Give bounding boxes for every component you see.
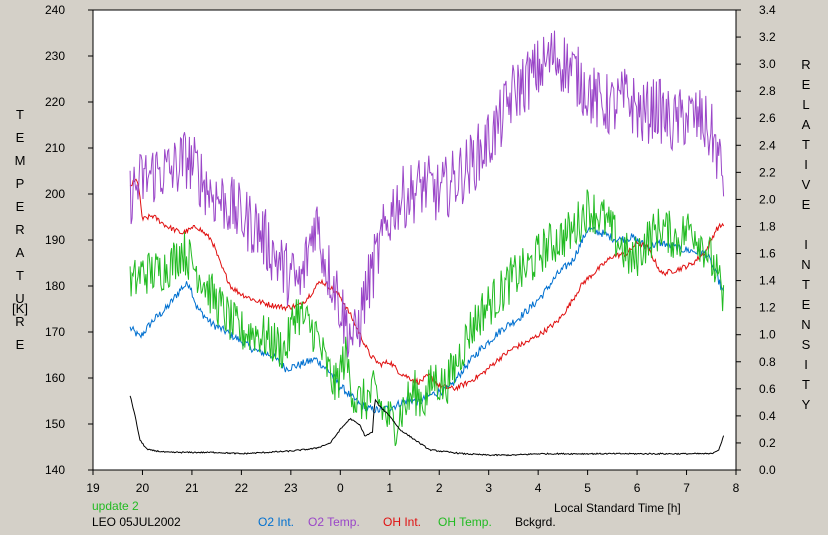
x-tick-label: 21 <box>185 481 199 495</box>
right-tick-label: 0.8 <box>759 355 776 369</box>
right-tick-label: 3.4 <box>759 3 776 17</box>
legend-entry: O2 Temp. <box>308 515 360 529</box>
left-tick-label: 180 <box>45 279 65 293</box>
series-line-bckgrd <box>129 395 725 457</box>
series-line-o2-temp <box>129 30 725 358</box>
right-tick-label: 0.4 <box>759 409 776 423</box>
left-tick-label: 190 <box>45 233 65 247</box>
right-tick-label: 0.0 <box>759 463 776 477</box>
left-tick-label: 220 <box>45 95 65 109</box>
left-tick-label: 140 <box>45 463 65 477</box>
x-tick-label: 23 <box>284 481 298 495</box>
update-annotation: update 2 <box>92 499 139 513</box>
x-tick-label: 19 <box>86 481 100 495</box>
axis-ticks: 19 20 21 22 23 0 1 2 3 4 5 6 7 8140150160170180190200… <box>45 3 776 495</box>
legend-entry: O2 Int. <box>258 515 295 529</box>
right-tick-label: 2.6 <box>759 111 776 125</box>
x-tick-label: 8 <box>733 481 740 495</box>
left-tick-label: 170 <box>45 325 65 339</box>
left-tick-label: 240 <box>45 3 65 17</box>
station-date-label: LEO 05JUL2002 <box>92 515 181 529</box>
legend-entry: OH Int. <box>383 515 422 529</box>
right-tick-label: 1.0 <box>759 328 776 342</box>
right-tick-label: 2.2 <box>759 165 776 179</box>
left-tick-label: 150 <box>45 417 65 431</box>
x-tick-label: 22 <box>235 481 249 495</box>
x-tick-label: 1 <box>386 481 393 495</box>
x-tick-label: 4 <box>535 481 542 495</box>
left-tick-label: 160 <box>45 371 65 385</box>
x-tick-label: 0 <box>337 481 344 495</box>
x-axis-title: Local Standard Time [h] <box>554 501 681 515</box>
right-tick-label: 3.2 <box>759 30 776 44</box>
x-tick-label: 7 <box>683 481 690 495</box>
x-tick-label: 6 <box>634 481 641 495</box>
right-tick-label: 1.8 <box>759 219 776 233</box>
right-tick-label: 2.0 <box>759 192 776 206</box>
legend-entry: OH Temp. <box>438 515 492 529</box>
right-tick-label: 1.6 <box>759 247 776 261</box>
x-tick-label: 3 <box>485 481 492 495</box>
right-tick-label: 2.4 <box>759 138 776 152</box>
x-tick-label: 20 <box>136 481 150 495</box>
right-tick-label: 0.6 <box>759 382 776 396</box>
right-tick-label: 1.2 <box>759 301 776 315</box>
x-tick-label: 5 <box>584 481 591 495</box>
legend-entry: Bckgrd. <box>515 515 556 529</box>
x-tick-label: 2 <box>436 481 443 495</box>
left-tick-label: 210 <box>45 141 65 155</box>
right-tick-label: 2.8 <box>759 84 776 98</box>
left-tick-label: 230 <box>45 49 65 63</box>
right-tick-label: 0.2 <box>759 436 776 450</box>
left-tick-label: 200 <box>45 187 65 201</box>
series-lines <box>129 30 725 457</box>
right-tick-label: 3.0 <box>759 57 776 71</box>
series-line-oh-int <box>129 178 725 392</box>
series-line-oh-temp <box>129 189 725 447</box>
left-axis-unit: [K] <box>12 301 28 316</box>
right-tick-label: 1.4 <box>759 274 776 288</box>
